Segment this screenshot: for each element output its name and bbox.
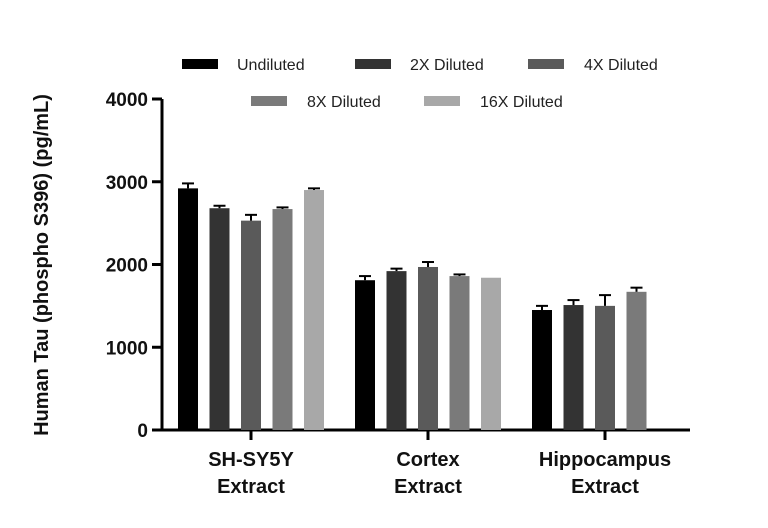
x-category-label: Extract [571, 476, 639, 498]
bar [532, 310, 552, 430]
x-category-label: Cortex [396, 449, 459, 471]
bar-series-group [178, 182, 647, 430]
legend-label: 2X Diluted [410, 57, 484, 74]
legend-swatch [182, 59, 218, 69]
y-tick-label: 4000 [106, 90, 148, 111]
bar [209, 208, 230, 430]
bar [386, 271, 407, 430]
x-category-label: SH-SY5Y [208, 449, 294, 471]
y-tick-label: 1000 [106, 338, 148, 359]
legend-label: 16X Diluted [480, 94, 563, 111]
bar [178, 188, 198, 430]
legend-label: Undiluted [237, 57, 305, 74]
x-category-label: Extract [394, 476, 462, 498]
bar [449, 276, 470, 430]
legend-swatch [355, 59, 391, 69]
y-axis-title: Human Tau (phospho S396) (pg/mL) [31, 94, 53, 436]
x-category-label: Hippocampus [539, 449, 671, 471]
bar [563, 305, 584, 430]
y-tick-label: 2000 [106, 256, 148, 277]
bar [304, 190, 324, 430]
bar [626, 291, 647, 430]
legend-swatch [424, 96, 460, 106]
bar [595, 305, 615, 430]
legend-label: 8X Diluted [307, 94, 381, 111]
x-axis: SH-SY5Y Extract Cortex Extract Hippocampus Ex… [162, 428, 690, 498]
bar [355, 280, 375, 430]
legend: Undiluted 2X Diluted 4X Diluted 8X Diluted 1… [182, 57, 658, 111]
legend-swatch [251, 96, 287, 106]
bar [241, 220, 261, 430]
y-tick-label: 0 [137, 421, 148, 442]
bar [481, 277, 501, 430]
y-axis: 0 1000 2000 3000 4000 [106, 90, 164, 442]
legend-swatch [528, 59, 564, 69]
bar [272, 209, 293, 430]
y-tick-label: 3000 [106, 173, 148, 194]
bar [418, 266, 438, 430]
legend-label: 4X Diluted [584, 57, 658, 74]
x-category-label: Extract [217, 476, 285, 498]
